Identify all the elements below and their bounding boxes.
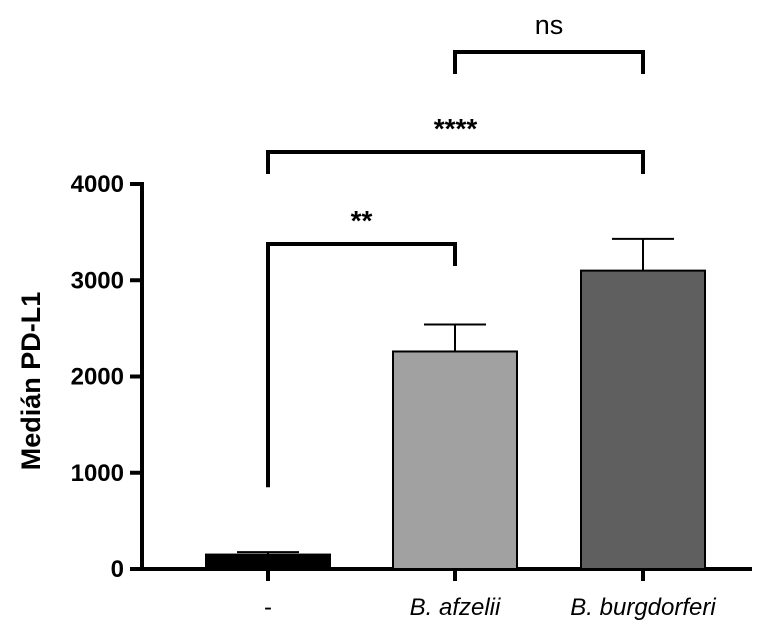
bar <box>581 271 705 569</box>
x-tick-label: - <box>264 594 272 621</box>
significance-label: ** <box>351 205 373 236</box>
bar <box>206 555 330 569</box>
y-tick-label: 2000 <box>71 364 124 391</box>
y-tick-label: 4000 <box>71 171 124 198</box>
y-tick-label: 3000 <box>71 267 124 294</box>
significance-bracket <box>455 52 643 74</box>
bars <box>206 239 705 569</box>
y-tick-label: 1000 <box>71 460 124 487</box>
significance-label: ns <box>535 10 564 40</box>
significance-label: **** <box>434 113 478 144</box>
bar <box>393 351 517 569</box>
y-axis-label: Medián PD-L1 <box>16 292 46 471</box>
y-tick-label: 0 <box>111 556 124 583</box>
x-tick-label: B. afzelii <box>410 594 501 621</box>
x-tick-label: B. burgdorferi <box>570 594 716 621</box>
significance-bracket <box>268 152 643 174</box>
